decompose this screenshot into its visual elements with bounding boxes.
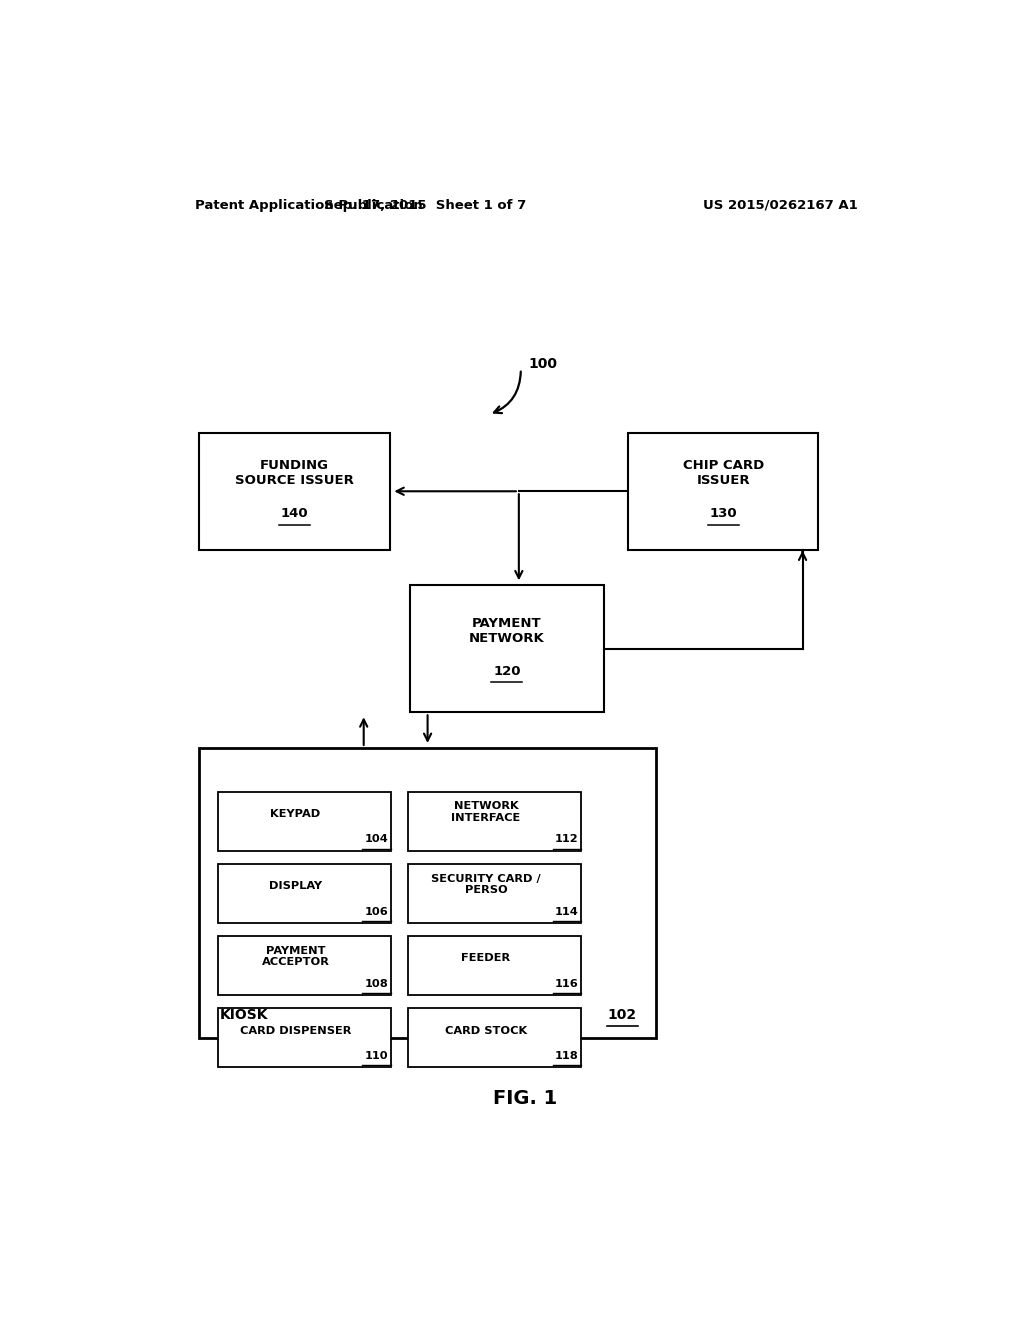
Text: SECURITY CARD /
PERSO: SECURITY CARD / PERSO (431, 874, 541, 895)
Text: 110: 110 (365, 1051, 388, 1061)
Text: KIOSK: KIOSK (219, 1008, 267, 1022)
Text: CHIP CARD
ISSUER: CHIP CARD ISSUER (683, 459, 764, 487)
Bar (218, 863, 391, 923)
Bar (218, 936, 391, 995)
Bar (409, 863, 582, 923)
Text: CARD DISPENSER: CARD DISPENSER (240, 1026, 351, 1035)
Text: Patent Application Publication: Patent Application Publication (196, 198, 423, 211)
Text: Sep. 17, 2015  Sheet 1 of 7: Sep. 17, 2015 Sheet 1 of 7 (325, 198, 526, 211)
Text: 108: 108 (365, 978, 388, 989)
Text: FEEDER: FEEDER (462, 953, 511, 964)
Bar (628, 433, 818, 549)
Text: 120: 120 (494, 665, 520, 677)
Text: 112: 112 (555, 834, 579, 845)
Text: 116: 116 (555, 978, 579, 989)
Bar (218, 1008, 391, 1067)
Text: 104: 104 (365, 834, 388, 845)
Bar (409, 936, 582, 995)
Text: 102: 102 (608, 1008, 637, 1022)
Text: PAYMENT
NETWORK: PAYMENT NETWORK (469, 616, 545, 644)
Bar (200, 748, 655, 1038)
Text: CARD STOCK: CARD STOCK (444, 1026, 527, 1035)
Bar (409, 792, 582, 850)
Text: 100: 100 (528, 356, 558, 371)
Text: 140: 140 (281, 507, 308, 520)
Text: US 2015/0262167 A1: US 2015/0262167 A1 (703, 198, 858, 211)
Text: NETWORK
INTERFACE: NETWORK INTERFACE (452, 801, 520, 824)
Text: 106: 106 (365, 907, 388, 916)
Bar (409, 1008, 582, 1067)
Text: FIG. 1: FIG. 1 (493, 1089, 557, 1107)
Text: 114: 114 (555, 907, 579, 916)
Bar (200, 433, 390, 549)
Text: KEYPAD: KEYPAD (270, 809, 321, 818)
Bar (218, 792, 391, 850)
Text: DISPLAY: DISPLAY (269, 882, 323, 891)
Bar (410, 585, 604, 713)
Text: 118: 118 (555, 1051, 579, 1061)
Text: PAYMENT
ACCEPTOR: PAYMENT ACCEPTOR (261, 945, 330, 968)
Text: 130: 130 (710, 507, 737, 520)
Text: FUNDING
SOURCE ISSUER: FUNDING SOURCE ISSUER (236, 459, 354, 487)
